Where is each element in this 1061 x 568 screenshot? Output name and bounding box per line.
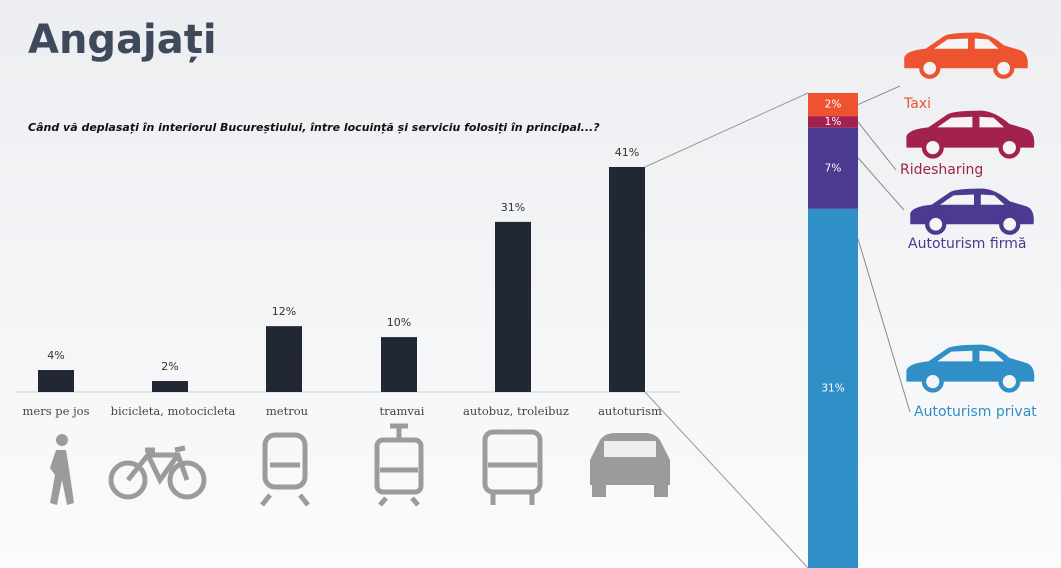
tram-icon: [374, 423, 424, 507]
car-icon: [906, 344, 1035, 393]
callout-line: [857, 121, 897, 171]
car-window: [934, 38, 999, 49]
car-icon: [906, 110, 1035, 159]
callout-line: [857, 157, 905, 211]
value-label: 12%: [272, 305, 296, 318]
bar: [152, 381, 188, 392]
segment-label: 31%: [821, 382, 844, 394]
category-label: tramvai: [380, 404, 425, 418]
category-label: bicicleta, motocicleta: [111, 404, 236, 418]
car-wheel: [925, 213, 947, 235]
car-window: [937, 350, 1005, 362]
callout-line: [857, 238, 911, 413]
category-label: mers pe jos: [23, 404, 90, 418]
segment-label: 2%: [825, 99, 842, 111]
value-label: 41%: [615, 146, 639, 159]
stack-segment: [808, 116, 858, 128]
category-label: autoturism: [598, 404, 662, 418]
bar: [495, 221, 531, 392]
car-wheel: [921, 136, 944, 159]
car-wheel: [998, 370, 1021, 393]
car-window: [940, 194, 1005, 205]
segment-label: 1%: [825, 116, 842, 128]
bar: [609, 167, 645, 392]
value-label: 2%: [161, 360, 178, 373]
stack-segment: [808, 208, 858, 568]
legend-label: Autoturism privat: [914, 404, 1037, 420]
value-label: 10%: [387, 316, 411, 329]
bus-icon: [482, 429, 543, 505]
segment-label: 7%: [825, 162, 842, 174]
car-window: [937, 116, 1005, 128]
callout-line: [857, 85, 901, 106]
value-label: 31%: [501, 201, 525, 214]
category-label: metrou: [266, 404, 308, 418]
question: Când vă deplasați în interiorul Bucureșt…: [28, 121, 600, 134]
car-icon: [590, 433, 670, 497]
legend-label: Ridesharing: [900, 162, 983, 178]
stack-segment: [808, 127, 858, 209]
bar: [38, 370, 74, 392]
legend-label: Taxi: [903, 96, 931, 112]
metro-icon: [260, 432, 310, 507]
connector-line: [644, 92, 809, 168]
car-icon: [910, 188, 1034, 235]
legend-label: Autoturism firmă: [908, 236, 1026, 252]
slide-title: Angajați: [28, 17, 217, 63]
car-wheel: [999, 213, 1021, 235]
value-label: 4%: [47, 349, 64, 362]
category-label: autobuz, troleibuz: [463, 404, 569, 418]
car-icon: [904, 32, 1028, 79]
connector-line: [644, 391, 809, 568]
bar: [381, 337, 417, 392]
car-wheel: [993, 57, 1015, 79]
stack-segment: [808, 93, 858, 117]
bar: [266, 326, 302, 392]
car-wheel: [998, 136, 1021, 159]
pedestrian-icon: [50, 434, 74, 505]
mode-icons: [50, 423, 670, 507]
car-wheel: [919, 57, 941, 79]
car-wheel: [921, 370, 944, 393]
bicycle-icon: [108, 445, 207, 500]
